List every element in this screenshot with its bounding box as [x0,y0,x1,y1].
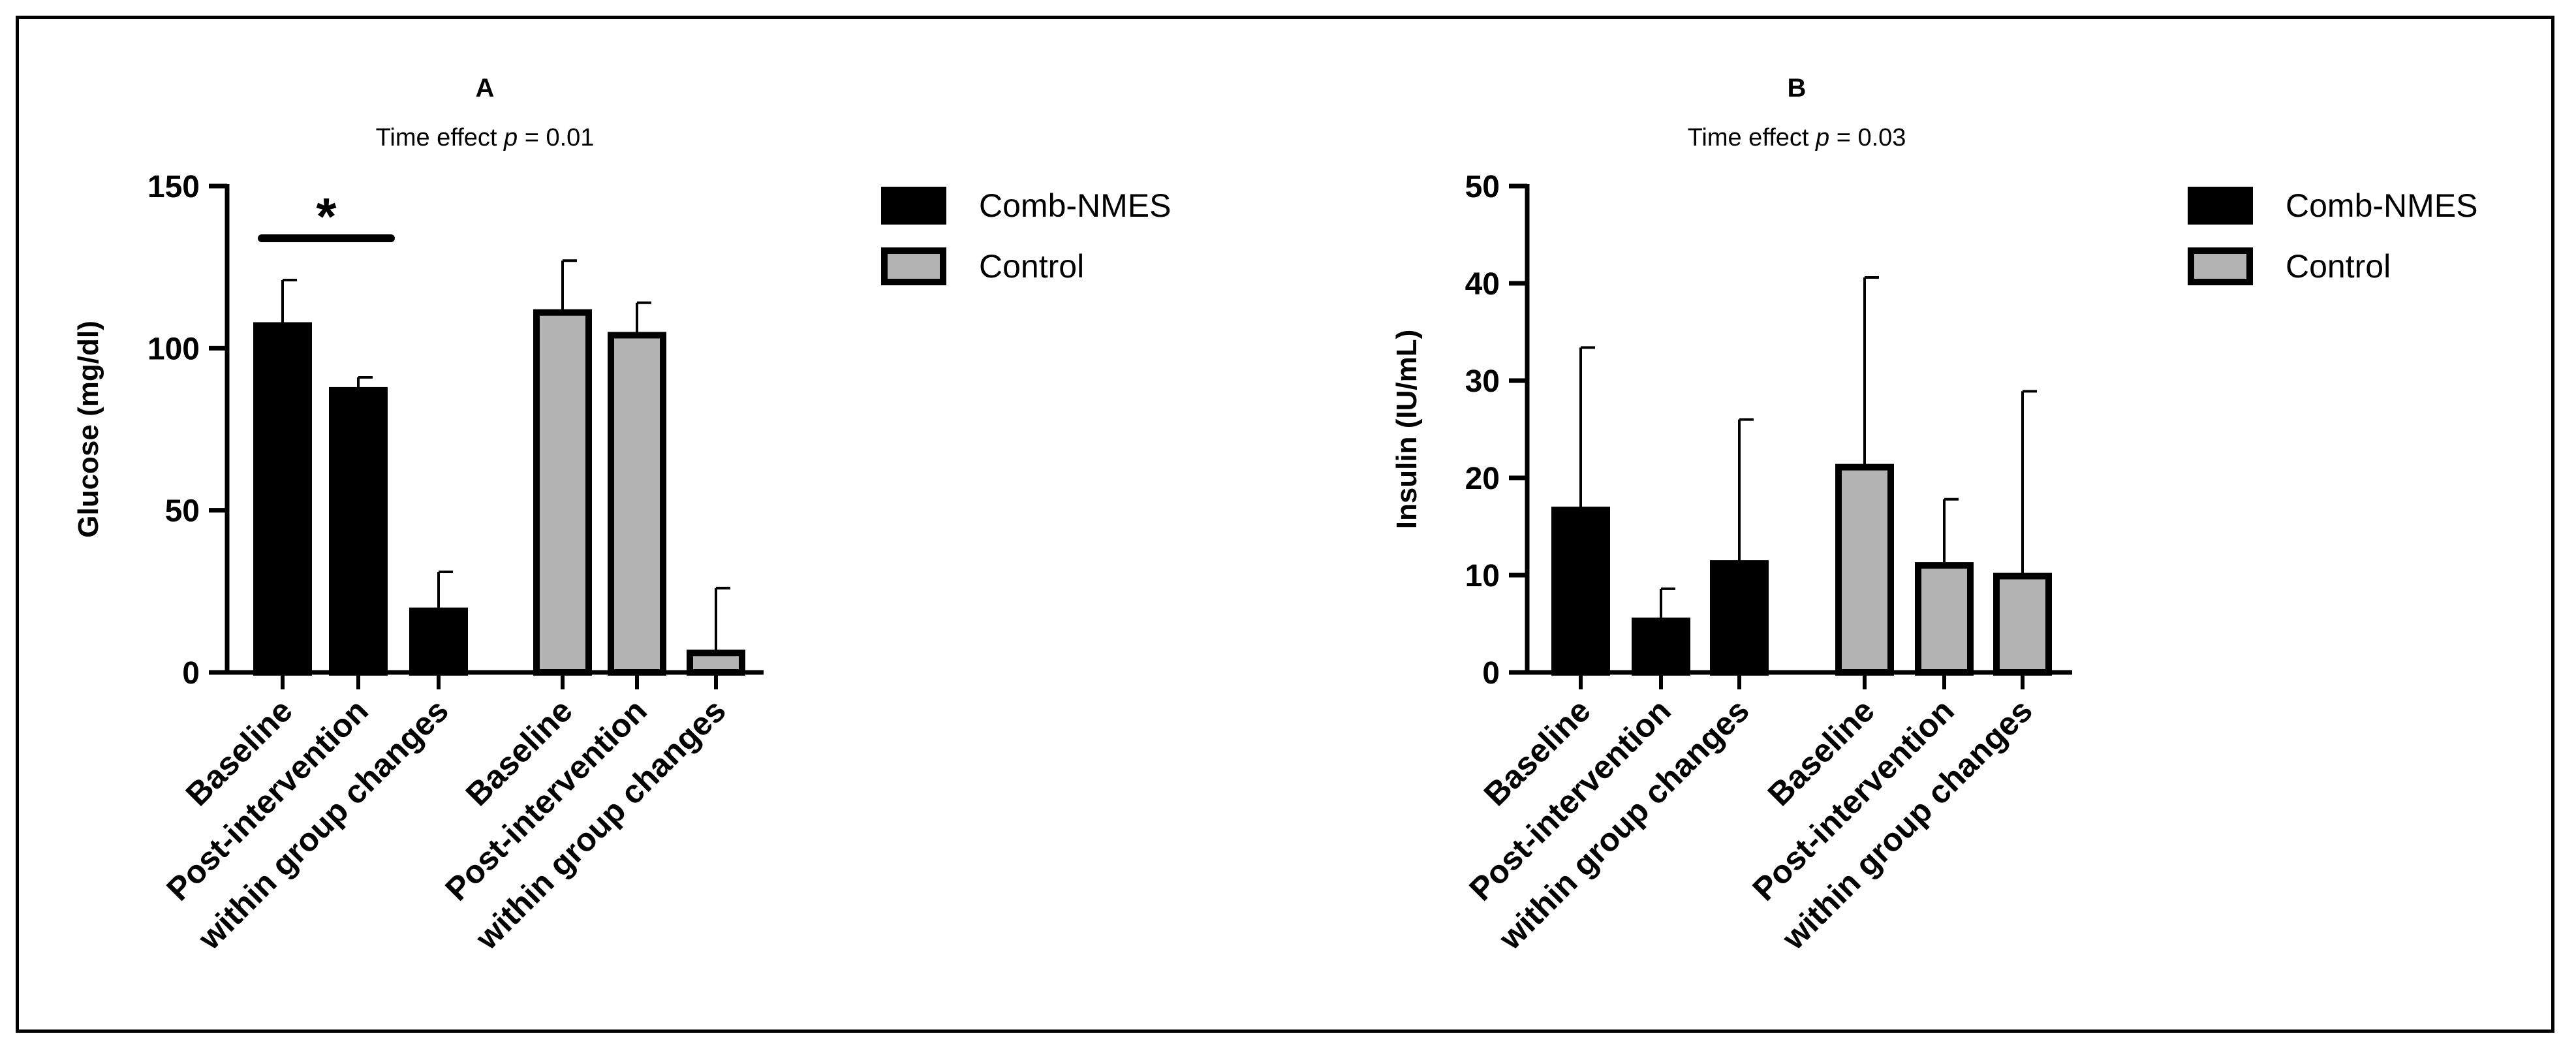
subtitle-prefix-a: Time effect [376,124,504,151]
subtitle-suffix-a: = 0.01 [518,124,594,151]
y-tick-label-b: 0 [1482,656,1500,691]
bar-a-1 [329,386,388,676]
y-tick-label-b: 20 [1465,462,1500,496]
y-axis-label-a: Glucose (mg/dl) [72,321,104,537]
y-tick-label-b: 10 [1465,559,1500,593]
bar-b-2 [1710,560,1769,676]
y-tick-label-a: 100 [147,332,200,366]
subtitle-p-a: p [503,124,518,151]
legend-label-a-0: Comb-NMES [979,187,1171,224]
legend-swatch-a-0 [881,187,946,225]
bar-a-2 [409,607,468,676]
y-tick-label-b: 40 [1465,267,1500,302]
legend-label-a-1: Control [979,248,1084,285]
panel-subtitle-b: Time effect p = 0.03 [1688,124,1906,151]
bar-a-4 [608,332,666,676]
subtitle-p-b: p [1815,124,1829,151]
legend-swatch-a-1 [881,247,946,285]
bar-b-0 [1551,507,1610,676]
bar-a-3 [533,309,592,676]
panel-title-a: A [476,74,495,102]
panel-title-b: B [1788,74,1807,102]
bar-a-5 [687,650,745,676]
legend-swatch-b-0 [2188,187,2253,225]
subtitle-suffix-b: = 0.03 [1829,124,1906,151]
y-tick-label-a: 0 [182,656,200,691]
bar-b-1 [1632,618,1690,676]
y-axis-label-b: Insulin (IU/mL) [1391,330,1423,529]
y-tick-label-a: 50 [165,494,200,529]
bar-b-4 [1915,562,1974,676]
bar-b-5 [1993,573,2052,676]
bar-a-0 [253,322,312,676]
figure-frame [16,16,2554,1033]
panel-b: B Time effect p = 0.03 Insulin (IU/mL) 0 10 2… [1391,74,2477,957]
bar-b-3 [1835,464,1894,676]
legend-label-b-0: Comb-NMES [2286,187,2477,224]
legend-label-b-1: Control [2286,248,2391,285]
y-tick-label-a: 150 [147,170,200,204]
significance-star-a: * [316,187,337,245]
y-tick-label-b: 50 [1465,170,1500,204]
panel-a: A Time effect p = 0.01 Glucose (mg/dl) 0 50 1… [72,74,1171,957]
panel-subtitle-a: Time effect p = 0.01 [376,124,595,151]
y-tick-label-b: 30 [1465,364,1500,399]
subtitle-prefix-b: Time effect [1688,124,1816,151]
legend-swatch-b-1 [2188,247,2253,285]
